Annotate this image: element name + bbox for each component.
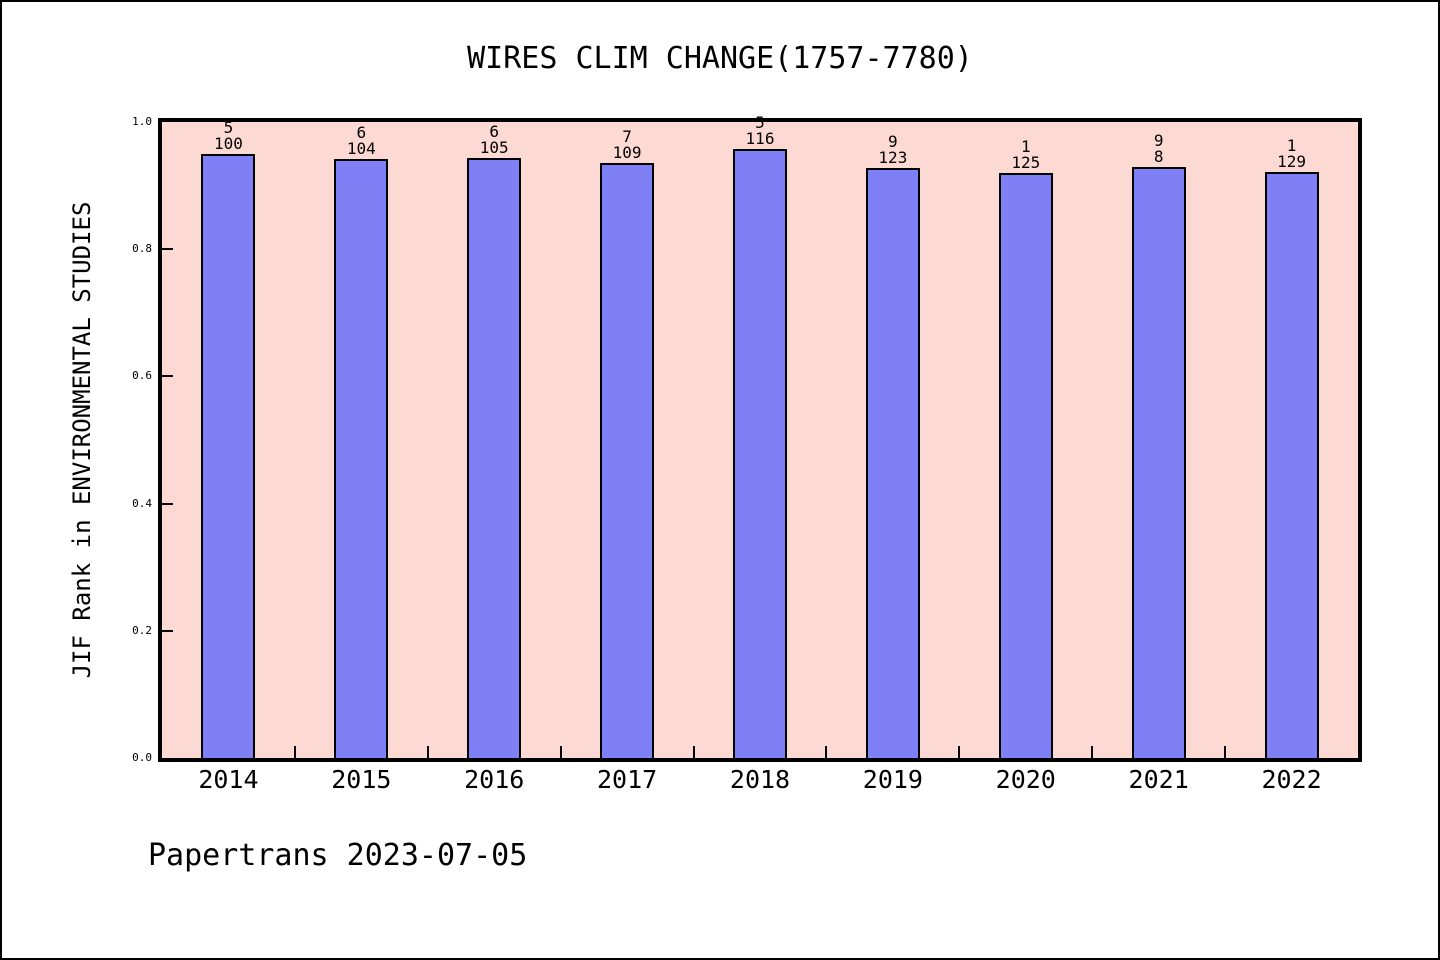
- x-axis-label-2021: 2021: [1128, 765, 1189, 794]
- y-axis-tick-label: 0.2: [132, 623, 152, 637]
- y-axis-tick-label: 0.4: [132, 496, 152, 510]
- bar-total-value: 105: [479, 138, 509, 157]
- bar-rank-value: 9: [1153, 131, 1164, 150]
- y-axis-tick-mark: [162, 375, 173, 378]
- x-axis-label-2017: 2017: [597, 765, 658, 794]
- x-axis-tick-mark: [559, 746, 562, 758]
- bar-rank-value: 6: [489, 122, 500, 141]
- y-axis-tick-label: 0.0: [132, 751, 152, 764]
- bar-total-value: 125: [1011, 153, 1041, 172]
- bar-2020: [998, 173, 1053, 758]
- bar-value-label-2019: 9 123: [848, 134, 938, 166]
- chart-title: WIRES CLIM CHANGE(1757-7780): [467, 41, 973, 76]
- x-axis-tick-mark: [293, 746, 296, 758]
- x-axis-tick-mark: [825, 746, 828, 758]
- bar-2021: [1131, 167, 1186, 758]
- bar-value-label-2016: 6 105: [449, 124, 539, 156]
- bar-rank-value: 1: [1286, 136, 1297, 155]
- bar-value-label-2015: 6 104: [316, 125, 406, 157]
- bar-total-value: 109: [612, 143, 642, 162]
- x-axis-label-2019: 2019: [862, 765, 923, 794]
- x-axis-label-2014: 2014: [198, 765, 259, 794]
- bar-total-value: 116: [745, 129, 775, 148]
- x-axis-label-2016: 2016: [464, 765, 525, 794]
- bar-rank-value: 9: [888, 132, 898, 151]
- bar-value-label-2022: 1 129: [1247, 138, 1337, 170]
- bar-total-value: 100: [213, 134, 243, 153]
- y-axis-tick-mark: [162, 502, 173, 505]
- bar-2014: [201, 154, 256, 758]
- bar-2022: [1264, 172, 1319, 758]
- bar-2019: [865, 168, 920, 758]
- x-axis-label-2018: 2018: [729, 765, 791, 794]
- bar-value-label-2018: 5 116: [715, 115, 805, 147]
- bar-2018: [733, 149, 787, 758]
- x-axis-tick-mark: [426, 746, 429, 758]
- x-axis-tick-mark: [958, 746, 961, 758]
- bar-total-value: 104: [346, 139, 376, 158]
- bar-2015: [334, 159, 389, 758]
- footer-text: Papertrans 2023-07-05: [148, 838, 528, 873]
- x-axis-label-2022: 2022: [1261, 765, 1322, 794]
- bar-total-value: 129: [1277, 152, 1306, 171]
- plot-area: 5 100 6 104 6 105 7 109 5 116 9 123 1 125 9 8 1 129: [158, 115, 1362, 762]
- bar-value-label-2020: 1 125: [981, 139, 1071, 171]
- bar-2016: [467, 158, 522, 758]
- x-axis-tick-mark: [692, 746, 695, 758]
- x-axis-labels: 2014 2015 2016 2017 2018 2019 2020 2021 2022: [162, 766, 1358, 796]
- bar-rank-value: 6: [356, 123, 367, 142]
- y-axis-tick-label: 0.8: [132, 242, 152, 256]
- y-axis-label: JIF Rank in ENVIRONMENTAL STUDIES: [68, 201, 96, 679]
- bar-rank-value: 1: [1020, 137, 1031, 156]
- bar-rank-value: 7: [622, 127, 632, 146]
- x-axis-label-2015: 2015: [331, 765, 392, 794]
- bar-total-value: 123: [878, 148, 908, 167]
- y-axis-tick-mark: [162, 629, 173, 632]
- x-axis-tick-mark: [1091, 746, 1094, 758]
- bar-total-value: 8: [1153, 147, 1164, 166]
- y-axis-tick-label: 1.0: [132, 115, 152, 128]
- y-axis-tick-mark: [162, 248, 173, 251]
- bar-rank-value: 5: [755, 113, 765, 132]
- x-axis-label-2020: 2020: [995, 765, 1056, 794]
- bar-value-label-2017: 7 109: [582, 129, 672, 161]
- bar-2017: [600, 163, 655, 758]
- x-axis-tick-mark: [1224, 746, 1227, 758]
- y-axis-tick-label: 0.6: [132, 369, 152, 383]
- bar-rank-value: 5: [223, 118, 234, 137]
- bar-value-label-2014: 5 100: [183, 120, 273, 152]
